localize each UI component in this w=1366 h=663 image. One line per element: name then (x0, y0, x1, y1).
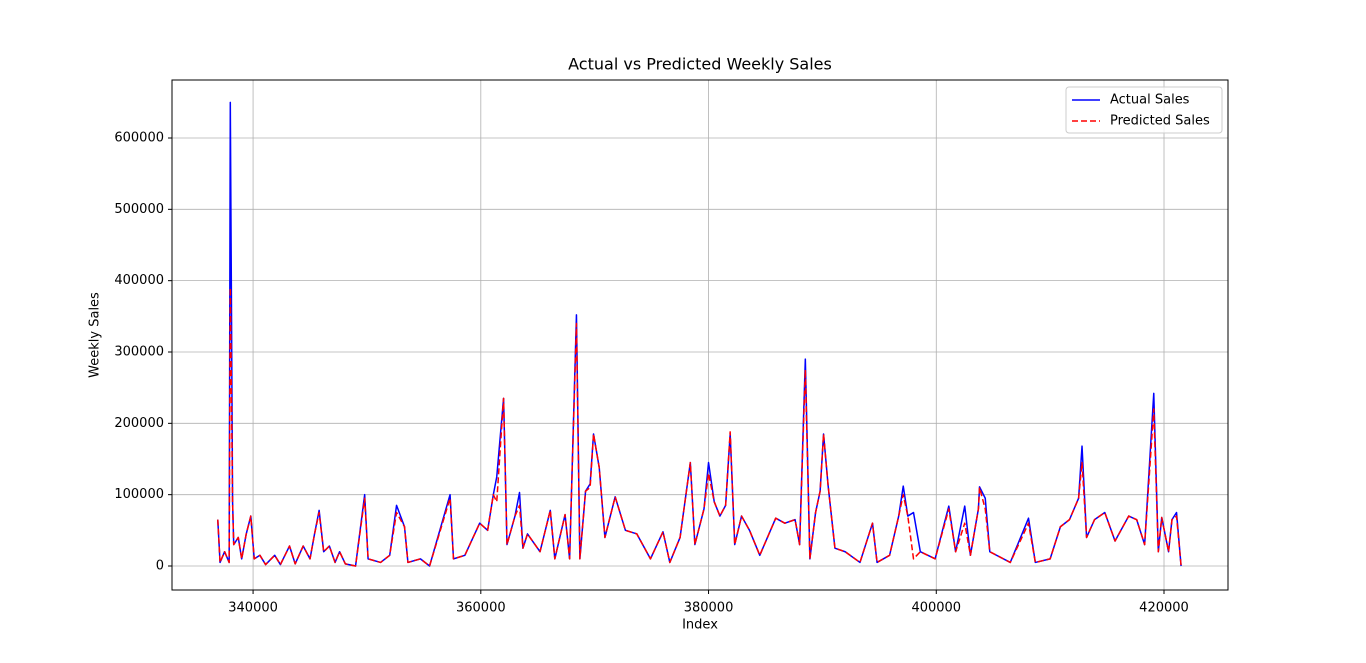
legend-box (1065, 86, 1223, 134)
y-tick-label: 0 (156, 558, 164, 573)
x-axis-label: Index (682, 618, 718, 633)
y-tick-label: 200000 (114, 416, 164, 431)
legend-label: Actual Sales (1110, 93, 1190, 108)
y-tick-label: 300000 (114, 344, 164, 359)
series-line (217, 101, 1182, 567)
y-tick-label: 600000 (114, 130, 164, 145)
y-axis-label: Weekly Sales (88, 292, 103, 378)
legend: Actual Sales Predicted Sales (1065, 86, 1223, 134)
series-line (217, 287, 1182, 567)
x-tick-label: 400000 (911, 601, 961, 616)
x-tick-label: 420000 (1139, 601, 1189, 616)
y-tick-label: 400000 (114, 273, 164, 288)
x-tick-label: 380000 (684, 601, 734, 616)
y-tick-label: 500000 (114, 202, 164, 217)
chart-title: Actual vs Predicted Weekly Sales (568, 55, 832, 74)
legend-label: Predicted Sales (1110, 114, 1210, 129)
x-tick-label: 340000 (228, 601, 278, 616)
plot-frame (171, 79, 1229, 591)
y-tick-label: 100000 (114, 487, 164, 502)
x-tick-label: 360000 (456, 601, 506, 616)
